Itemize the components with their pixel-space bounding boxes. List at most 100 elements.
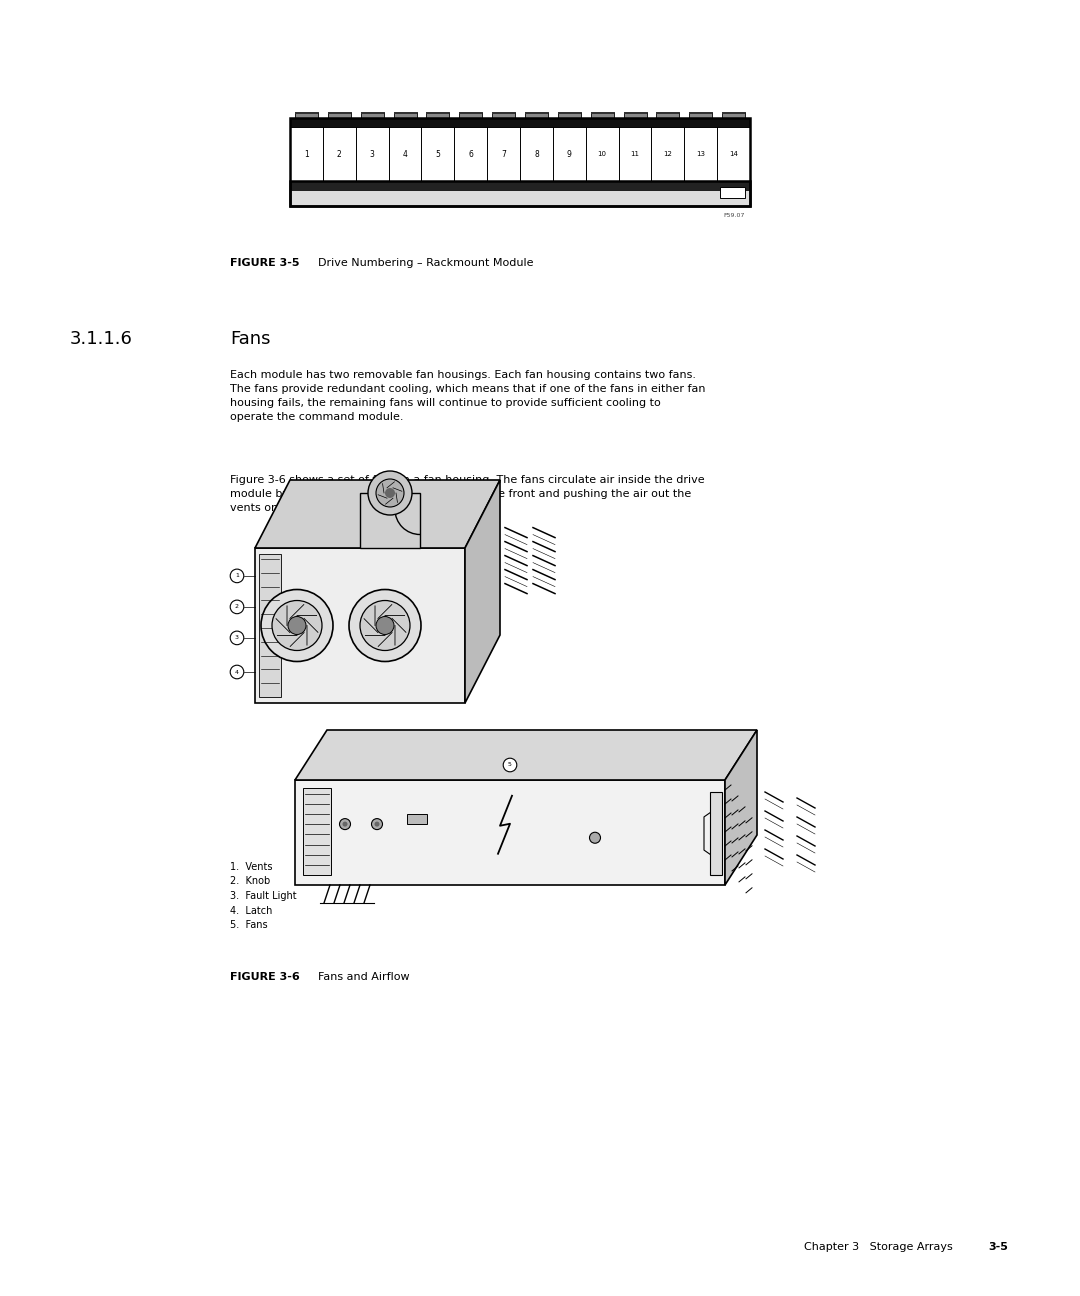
Bar — [689, 113, 712, 114]
Circle shape — [590, 832, 600, 844]
Bar — [328, 113, 351, 114]
Bar — [525, 113, 548, 118]
Bar — [360, 492, 420, 548]
Circle shape — [230, 631, 244, 644]
Bar — [427, 113, 449, 118]
Circle shape — [384, 489, 395, 498]
Circle shape — [230, 569, 244, 583]
Text: F59.07: F59.07 — [724, 213, 745, 218]
Bar — [407, 814, 427, 823]
Bar — [689, 113, 712, 118]
Text: 3: 3 — [369, 149, 375, 158]
Text: 4: 4 — [235, 670, 239, 674]
Text: Chapter 3   Storage Arrays: Chapter 3 Storage Arrays — [805, 1242, 953, 1252]
Circle shape — [372, 819, 382, 829]
Bar — [291, 127, 750, 181]
Circle shape — [376, 480, 404, 507]
Text: 13: 13 — [697, 152, 705, 157]
Text: 8: 8 — [534, 149, 539, 158]
Bar — [623, 113, 647, 114]
Bar — [557, 113, 581, 118]
Bar — [291, 181, 750, 191]
Bar — [723, 113, 745, 114]
Text: FIGURE 3-6: FIGURE 3-6 — [230, 972, 300, 982]
Text: 12: 12 — [663, 152, 672, 157]
Text: Fans and Airflow: Fans and Airflow — [318, 972, 409, 982]
Bar — [525, 113, 548, 114]
Text: 3: 3 — [235, 635, 239, 640]
Bar — [291, 118, 750, 206]
Text: 5.  Fans: 5. Fans — [230, 920, 268, 931]
Text: Each module has two removable fan housings. Each fan housing contains two fans.
: Each module has two removable fan housin… — [230, 369, 705, 422]
Text: 10: 10 — [597, 152, 607, 157]
Polygon shape — [255, 480, 500, 548]
Bar — [557, 113, 581, 114]
Text: 11: 11 — [631, 152, 639, 157]
Bar — [657, 113, 679, 118]
Bar — [295, 113, 318, 114]
Bar — [393, 113, 417, 118]
Text: 3-5: 3-5 — [988, 1242, 1008, 1252]
Bar — [291, 181, 750, 206]
Bar — [291, 118, 750, 127]
Text: FIGURE 3-5: FIGURE 3-5 — [230, 258, 299, 268]
Text: 5: 5 — [508, 762, 512, 767]
Text: 4.  Latch: 4. Latch — [230, 906, 272, 915]
Polygon shape — [465, 480, 500, 702]
Bar — [459, 113, 482, 114]
Circle shape — [230, 665, 244, 679]
Text: 5: 5 — [435, 149, 441, 158]
Bar — [259, 553, 281, 697]
Text: 1: 1 — [305, 149, 309, 158]
Text: 3.1.1.6: 3.1.1.6 — [70, 330, 133, 349]
Text: 2.  Knob: 2. Knob — [230, 876, 270, 886]
Text: 3.  Fault Light: 3. Fault Light — [230, 892, 297, 901]
Text: Figure 3-6 shows a set of fans in a fan housing. The fans circulate air inside t: Figure 3-6 shows a set of fans in a fan … — [230, 476, 704, 513]
Text: 2: 2 — [235, 604, 239, 609]
Circle shape — [349, 590, 421, 661]
Circle shape — [375, 822, 379, 827]
Text: 1.  Vents: 1. Vents — [230, 862, 272, 872]
Text: Fans: Fans — [230, 330, 270, 349]
Bar — [255, 548, 465, 702]
Circle shape — [230, 600, 244, 614]
Bar — [393, 113, 417, 114]
Bar — [361, 113, 383, 114]
Bar — [291, 191, 750, 206]
Bar — [591, 113, 613, 114]
Text: 1: 1 — [235, 573, 239, 578]
Bar — [295, 113, 318, 118]
Circle shape — [261, 590, 333, 661]
Bar — [492, 113, 515, 118]
Bar — [427, 113, 449, 114]
Circle shape — [288, 617, 306, 635]
Bar — [492, 113, 515, 114]
Bar — [723, 113, 745, 118]
Bar — [303, 788, 330, 875]
Bar — [361, 113, 383, 118]
Bar — [710, 792, 723, 875]
Text: 14: 14 — [729, 152, 738, 157]
Circle shape — [272, 600, 322, 651]
Bar — [623, 113, 647, 118]
Circle shape — [376, 617, 394, 635]
Bar — [459, 113, 482, 118]
Bar — [295, 780, 725, 885]
Circle shape — [339, 819, 351, 829]
Polygon shape — [295, 730, 757, 780]
Bar — [591, 113, 613, 118]
Circle shape — [368, 470, 411, 515]
Circle shape — [360, 600, 410, 651]
Polygon shape — [725, 730, 757, 885]
Bar — [657, 113, 679, 114]
Text: 4: 4 — [403, 149, 407, 158]
Bar — [328, 113, 351, 118]
Text: 7: 7 — [501, 149, 507, 158]
Circle shape — [342, 822, 348, 827]
Bar — [720, 187, 745, 198]
Text: 9: 9 — [567, 149, 571, 158]
Text: 2: 2 — [337, 149, 341, 158]
Circle shape — [503, 758, 517, 772]
Text: 6: 6 — [469, 149, 473, 158]
Text: Drive Numbering – Rackmount Module: Drive Numbering – Rackmount Module — [318, 258, 534, 268]
